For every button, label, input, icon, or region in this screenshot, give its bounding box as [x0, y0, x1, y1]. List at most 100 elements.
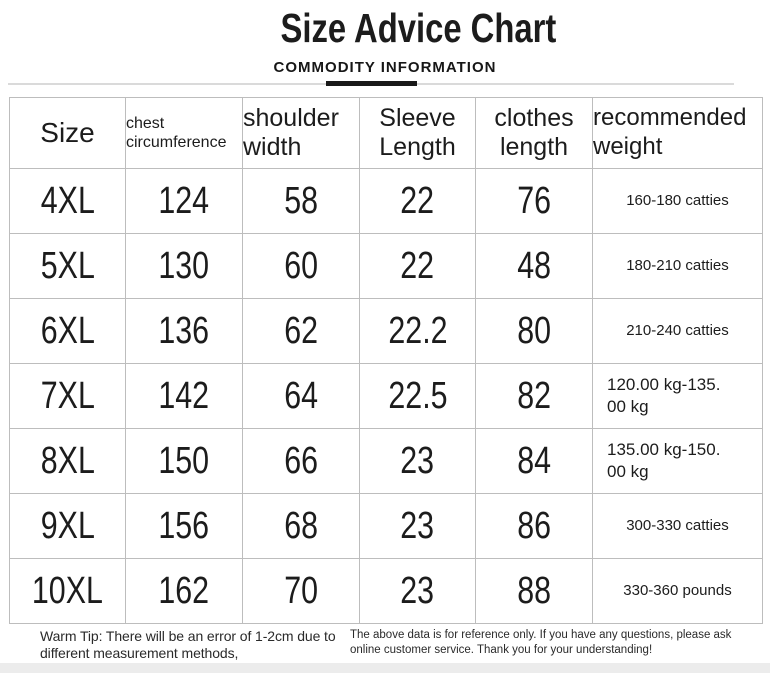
subtitle: COMMODITY INFORMATION [273, 59, 497, 76]
shoulder-cell: 62 [242, 298, 360, 364]
table-row: 9XL 156 68 23 86 300-330 catties [9, 493, 763, 559]
size-value: 6XL [40, 309, 95, 352]
chest-cell: 162 [125, 558, 243, 624]
size-cell: 10XL [9, 558, 126, 624]
column-header-sleeve: Sleeve Length [359, 97, 476, 169]
footer: Warm Tip: There will be an error of 1-2c… [0, 628, 770, 662]
table-row: 8XL 150 66 23 84 135.00 kg-150.00 kg [9, 428, 763, 494]
sleeve-value: 22.2 [387, 309, 448, 352]
column-header-weight: recommended weight [592, 97, 763, 169]
column-header-size: Size [9, 97, 126, 169]
shoulder-cell: 66 [242, 428, 360, 494]
size-value: 5XL [40, 244, 95, 287]
size-value: 4XL [40, 179, 95, 222]
chest-value: 162 [158, 569, 210, 612]
weight-cell: 300-330 catties [592, 493, 763, 559]
warm-tip-note: Warm Tip: There will be an error of 1-2c… [40, 628, 336, 662]
weight-cell: 330-360 pounds [592, 558, 763, 624]
size-value: 10XL [32, 569, 103, 612]
table-row: 10XL 162 70 23 88 330-360 pounds [9, 558, 763, 624]
size-cell: 8XL [9, 428, 126, 494]
divider-accent-bar [326, 81, 417, 86]
shoulder-cell: 64 [242, 363, 360, 429]
table-row: 7XL 142 64 22.5 82 120.00 kg-135.00 kg [9, 363, 763, 429]
sleeve-value: 23 [400, 569, 435, 612]
weight-cell: 135.00 kg-150.00 kg [592, 428, 763, 494]
chest-value: 150 [158, 439, 210, 482]
column-header-chest: chest circumference [125, 97, 243, 169]
clothes-cell: 80 [475, 298, 593, 364]
clothes-cell: 76 [475, 168, 593, 234]
reference-note: The above data is for reference only. If… [350, 629, 732, 656]
page-title: Size Advice Chart [66, 0, 770, 49]
size-cell: 4XL [9, 168, 126, 234]
chest-cell: 130 [125, 233, 243, 299]
shoulder-value: 60 [284, 244, 318, 287]
weight-cell: 210-240 catties [592, 298, 763, 364]
column-header-clothes: clothes length [475, 97, 593, 169]
shoulder-cell: 58 [242, 168, 360, 234]
bottom-strip [0, 663, 770, 673]
chest-cell: 150 [125, 428, 243, 494]
shoulder-cell: 70 [242, 558, 360, 624]
weight-cell: 120.00 kg-135.00 kg [592, 363, 763, 429]
shoulder-value: 66 [284, 439, 318, 482]
shoulder-cell: 68 [242, 493, 360, 559]
size-cell: 5XL [9, 233, 126, 299]
table-row: 5XL 130 60 22 48 180-210 catties [9, 233, 763, 299]
clothes-cell: 48 [475, 233, 593, 299]
clothes-cell: 84 [475, 428, 593, 494]
header-row: Size chest circumference shoulder width … [9, 97, 763, 169]
chest-value: 142 [158, 374, 210, 417]
sleeve-value: 22 [400, 179, 435, 222]
shoulder-value: 68 [284, 504, 318, 547]
clothes-value: 80 [517, 309, 551, 352]
sleeve-value: 22 [400, 244, 435, 287]
size-value: 7XL [40, 374, 95, 417]
shoulder-cell: 60 [242, 233, 360, 299]
size-cell: 9XL [9, 493, 126, 559]
clothes-value: 88 [517, 569, 551, 612]
sleeve-cell: 22 [359, 233, 476, 299]
section-divider [8, 81, 734, 86]
table-row: 6XL 136 62 22.2 80 210-240 catties [9, 298, 763, 364]
chest-cell: 124 [125, 168, 243, 234]
clothes-value: 76 [517, 179, 551, 222]
clothes-value: 86 [517, 504, 551, 547]
clothes-value: 84 [517, 439, 551, 482]
size-value: 9XL [40, 504, 95, 547]
shoulder-value: 64 [284, 374, 318, 417]
sleeve-cell: 22.5 [359, 363, 476, 429]
size-cell: 7XL [9, 363, 126, 429]
chest-value: 136 [158, 309, 210, 352]
size-cell: 6XL [9, 298, 126, 364]
shoulder-value: 62 [284, 309, 318, 352]
shoulder-value: 70 [284, 569, 318, 612]
weight-cell: 180-210 catties [592, 233, 763, 299]
shoulder-value: 58 [284, 179, 318, 222]
chest-value: 156 [158, 504, 210, 547]
clothes-value: 82 [517, 374, 551, 417]
clothes-cell: 82 [475, 363, 593, 429]
sleeve-value: 22.5 [387, 374, 448, 417]
weight-cell: 160-180 catties [592, 168, 763, 234]
page-title-text: Size Advice Chart [280, 5, 556, 51]
chest-value: 124 [158, 179, 210, 222]
clothes-cell: 88 [475, 558, 593, 624]
chest-value: 130 [158, 244, 210, 287]
chest-cell: 156 [125, 493, 243, 559]
chest-cell: 142 [125, 363, 243, 429]
sleeve-cell: 22.2 [359, 298, 476, 364]
column-header-shoulder: shoulder width [242, 97, 360, 169]
sleeve-cell: 23 [359, 558, 476, 624]
sleeve-value: 23 [400, 439, 435, 482]
table-row: 4XL 124 58 22 76 160-180 catties [9, 168, 763, 234]
clothes-value: 48 [517, 244, 551, 287]
sleeve-cell: 22 [359, 168, 476, 234]
chest-cell: 136 [125, 298, 243, 364]
size-table: Size chest circumference shoulder width … [9, 97, 763, 624]
sleeve-cell: 23 [359, 493, 476, 559]
sleeve-value: 23 [400, 504, 435, 547]
sleeve-cell: 23 [359, 428, 476, 494]
